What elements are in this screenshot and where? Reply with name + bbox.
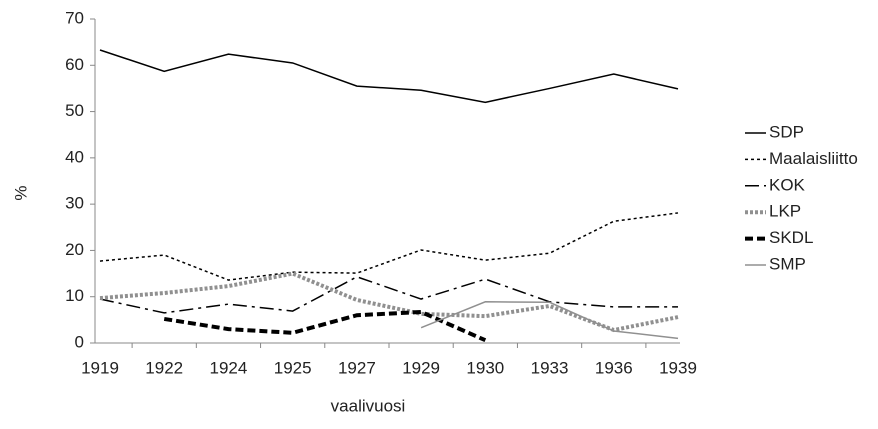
- legend-label: KOK: [769, 175, 806, 194]
- x-tick-label: 1939: [659, 358, 697, 377]
- legend-label: SMP: [769, 254, 806, 273]
- x-tick-label: 1927: [338, 358, 376, 377]
- series-line: [99, 49, 679, 104]
- x-tick-label: 1925: [274, 358, 312, 377]
- legend-label: LKP: [769, 202, 801, 221]
- y-axis-label: %: [11, 185, 30, 200]
- series-line: [163, 309, 487, 343]
- y-tick-label: 30: [65, 194, 84, 213]
- x-axis-label: vaalivuosi: [331, 396, 406, 415]
- x-tick-label: 1924: [210, 358, 248, 377]
- series-line: [420, 301, 679, 340]
- series-line: [99, 271, 679, 333]
- x-tick-label: 1933: [531, 358, 569, 377]
- x-tick-label: 1930: [466, 358, 504, 377]
- y-tick-label: 50: [65, 101, 84, 120]
- x-tick-label: 1936: [595, 358, 633, 377]
- y-tick-label: 0: [75, 332, 84, 351]
- x-tick-label: 1929: [402, 358, 440, 377]
- y-tick-label: 70: [65, 8, 84, 27]
- y-tick-label: 60: [65, 55, 84, 74]
- legend-label: SDP: [769, 122, 804, 141]
- series-line: [99, 212, 679, 281]
- y-tick-label: 20: [65, 240, 84, 259]
- legend-label: SKDL: [769, 228, 813, 247]
- series-line: [99, 275, 678, 314]
- y-tick-label: 40: [65, 147, 84, 166]
- y-tick-label: 10: [65, 286, 84, 305]
- legend-label: Maalaisliitto: [769, 149, 858, 168]
- x-tick-label: 1919: [81, 358, 119, 377]
- x-tick-label: 1922: [145, 358, 183, 377]
